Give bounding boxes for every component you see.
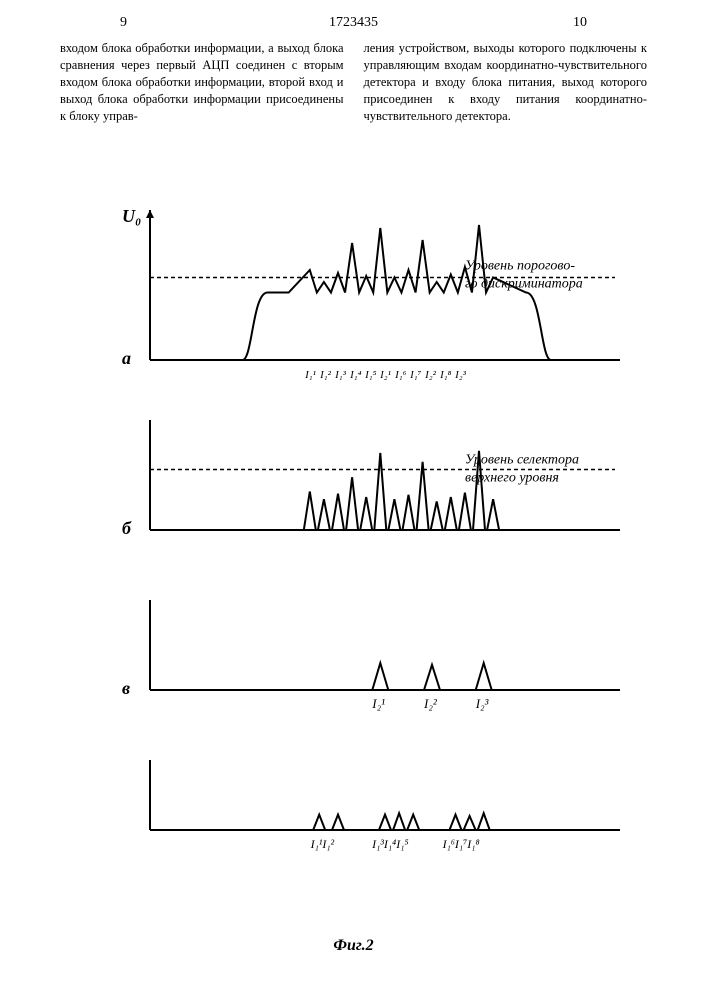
svg-text:I₁¹I₁²: I₁¹I₁² <box>310 837 335 851</box>
svg-text:I₁⁸: I₁⁸ <box>439 369 451 381</box>
svg-text:го дискриминатора: го дискриминатора <box>465 277 583 292</box>
svg-text:I₂¹: I₂¹ <box>371 696 385 711</box>
figure-2: U₀ Уровень порогово-го дискриминатора а I₁¹… <box>60 200 650 950</box>
svg-text:верхнего уровня: верхнего уровня <box>465 471 559 486</box>
svg-text:I₁⁷: I₁⁷ <box>409 369 421 381</box>
right-column: ления устройством, выходы которого подкл… <box>364 40 648 124</box>
svg-text:Уровень селектора: Уровень селектора <box>465 453 579 468</box>
doc-number: 1723435 <box>329 15 378 31</box>
svg-text:Уровень порогово-: Уровень порогово- <box>465 259 575 274</box>
left-column: входом блока обработки информации, а вых… <box>60 40 344 124</box>
page-number-right: 10 <box>573 15 587 31</box>
svg-text:I₂³: I₂³ <box>475 696 490 711</box>
svg-text:I₁³I₁⁴I₁⁵: I₁³I₁⁴I₁⁵ <box>371 837 408 851</box>
svg-text:I₁³: I₁³ <box>334 369 346 381</box>
svg-text:I₂²: I₂² <box>424 369 436 381</box>
patent-text: входом блока обработки информации, а вых… <box>60 40 647 124</box>
page-number-left: 9 <box>120 15 127 31</box>
svg-text:I₁⁵: I₁⁵ <box>364 369 376 381</box>
svg-text:б: б <box>122 518 132 538</box>
svg-text:I₂¹: I₂¹ <box>379 369 391 381</box>
svg-text:а: а <box>122 348 131 368</box>
svg-text:I₁²: I₁² <box>319 369 331 381</box>
svg-text:в: в <box>122 678 130 698</box>
svg-text:I₂³: I₂³ <box>454 369 466 381</box>
svg-text:I₁⁴: I₁⁴ <box>349 369 361 381</box>
svg-text:I₂²: I₂² <box>423 696 438 711</box>
figure-caption: Фиг.2 <box>333 937 373 955</box>
svg-text:I₁⁶I₁⁷I₁⁸: I₁⁶I₁⁷I₁⁸ <box>442 837 480 851</box>
svg-text:U₀: U₀ <box>122 206 141 226</box>
svg-text:I₁⁶: I₁⁶ <box>394 369 406 381</box>
svg-text:I₁¹: I₁¹ <box>304 369 316 381</box>
